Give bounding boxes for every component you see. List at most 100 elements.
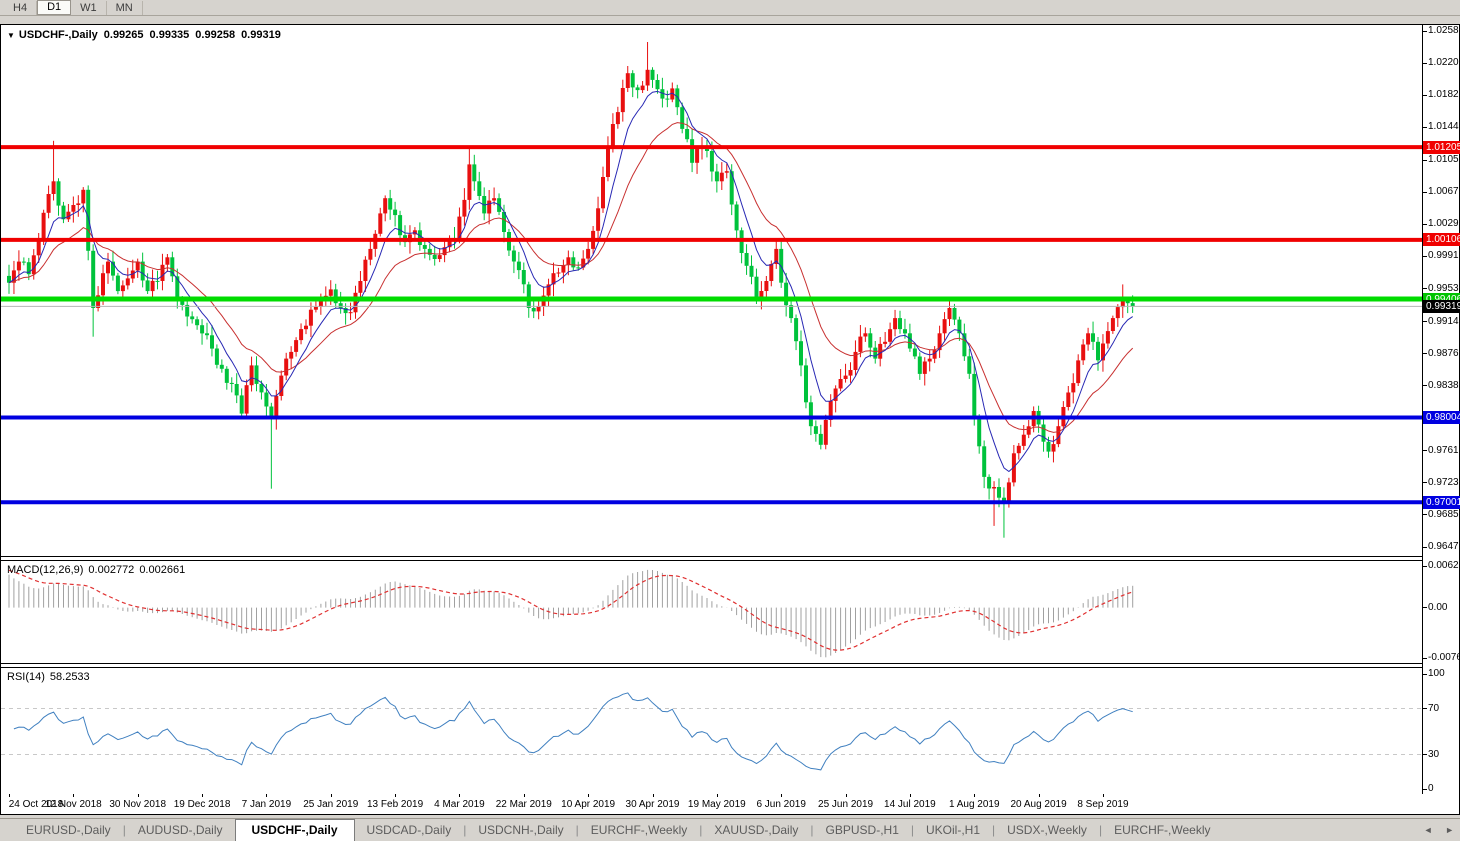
- timeframe-button-d1[interactable]: D1: [37, 0, 72, 15]
- price-level-badge: 1.00106: [1423, 233, 1460, 247]
- chart-window: ▼ USDCHF-,Daily 0.99265 0.99335 0.99258 0.993…: [0, 24, 1460, 815]
- tabs-scroll-left-button[interactable]: ◄: [1423, 825, 1433, 835]
- scale-tick-mark: [1423, 353, 1427, 355]
- scale-tick-mark: [1423, 754, 1427, 755]
- scale-tick-label: -0.00762: [1428, 652, 1460, 663]
- scale-tick-label: 1.02200: [1428, 57, 1460, 69]
- tab-usdchf-daily[interactable]: USDCHF-,Daily: [234, 819, 355, 841]
- scale-tick-mark: [1423, 788, 1427, 790]
- time-axis-label: 6 Jun 2019: [756, 799, 806, 810]
- time-axis-label: 30 Nov 2018: [109, 799, 167, 810]
- time-axis-label: 19 May 2019: [687, 799, 746, 810]
- chart-low-value: 0.99258: [195, 29, 236, 41]
- time-axis-label: 24 Oct 2018: [8, 799, 64, 810]
- scale-tick-label: 0.00: [1428, 601, 1448, 613]
- time-axis-label: 13 Feb 2019: [367, 799, 424, 810]
- scale-tick-mark: [1423, 255, 1427, 257]
- scale-tick-mark: [1423, 191, 1427, 193]
- scale-tick-label: 70: [1428, 702, 1440, 714]
- macd-name: MACD(12,26,9): [7, 564, 84, 576]
- scale-tick-mark: [1423, 223, 1427, 225]
- tab-gbpusd-h1[interactable]: GBPUSD-,H1: [825, 823, 899, 837]
- tab-xauusd-daily[interactable]: XAUUSD-,Daily: [714, 823, 799, 837]
- scale-tick-mark: [1423, 94, 1427, 96]
- chart-symbol-label: USDCHF-,Daily: [18, 29, 98, 41]
- chart-close-value: 0.99319: [241, 29, 281, 41]
- timeframe-button-h4[interactable]: H4: [4, 0, 38, 15]
- tab-separator: |: [910, 823, 914, 837]
- time-axis-tick: [716, 794, 718, 797]
- time-axis-label: 7 Jan 2019: [241, 799, 292, 810]
- tab-usdcad-daily[interactable]: USDCAD-,Daily: [366, 823, 452, 837]
- macd-panel[interactable]: MACD(12,26,9) 0.002772 0.002661: [1, 561, 1422, 663]
- panel-divider[interactable]: [1, 556, 1459, 561]
- macd-main-value: 0.002772: [88, 564, 135, 576]
- tab-audusd-daily[interactable]: AUDUSD-,Daily: [137, 823, 223, 837]
- scale-tick-label: 1.02580: [1428, 25, 1460, 36]
- price-panel[interactable]: ▼ USDCHF-,Daily 0.99265 0.99335 0.99258 0.993…: [1, 25, 1422, 556]
- chart-title: ▼ USDCHF-,Daily 0.99265 0.99335 0.99258 0.993…: [7, 29, 281, 41]
- scale-tick-label: 1.01820: [1428, 89, 1460, 101]
- chart-high-value: 0.99335: [149, 29, 190, 41]
- time-axis-tick: [1038, 794, 1040, 797]
- time-axis-label: 22 Mar 2019: [495, 799, 552, 810]
- scale-tick-mark: [1423, 673, 1427, 675]
- panel-divider[interactable]: [1, 663, 1459, 668]
- scale-tick-label: 0: [1428, 783, 1434, 794]
- scale-tick-mark: [1423, 607, 1427, 609]
- chart-dropdown-icon[interactable]: ▼: [7, 31, 15, 40]
- time-axis-label: 8 Sep 2019: [1077, 799, 1129, 810]
- time-axis-label: 25 Jun 2019: [818, 799, 874, 810]
- time-axis-tick: [9, 794, 10, 797]
- price-level-badge: 1.01205: [1423, 140, 1460, 154]
- time-axis-label: 4 Mar 2019: [434, 799, 485, 810]
- tab-eurchf-weekly[interactable]: EURCHF-,Weekly: [590, 823, 688, 837]
- scale-tick-mark: [1423, 126, 1427, 128]
- time-axis-label: 25 Jan 2019: [303, 799, 359, 810]
- tab-eurusd-daily[interactable]: EURUSD-,Daily: [26, 823, 111, 837]
- scale-tick-label: 1.01050: [1428, 154, 1460, 166]
- scale-tick-mark: [1423, 482, 1427, 484]
- scale-tick-mark: [1423, 565, 1427, 567]
- timeframe-button-w1[interactable]: W1: [71, 0, 107, 15]
- price-level-badge: 0.97001: [1423, 495, 1460, 509]
- scale-tick-mark: [1423, 657, 1427, 659]
- time-axis-label: 10 Apr 2019: [561, 799, 616, 810]
- chart-tab-bar: EURUSD-,Daily | AUDUSD-,Daily USDCHF-,Daily…: [0, 818, 1460, 841]
- scale-tick-mark: [1423, 385, 1427, 387]
- time-axis-label: 14 Jul 2019: [884, 799, 936, 810]
- tab-usdcnh-daily[interactable]: USDCNH-,Daily: [478, 823, 564, 837]
- price-level-badge: 0.98004: [1423, 410, 1460, 424]
- scale-tick-label: 1.00670: [1428, 186, 1460, 198]
- time-axis-tick: [523, 794, 525, 797]
- rsi-value: 58.2533: [49, 671, 90, 683]
- rsi-label: RSI(14) 58.2533: [7, 671, 95, 683]
- current-price-badge: 0.99319: [1423, 299, 1460, 313]
- tab-eurchf-weekly[interactable]: EURCHF-,Weekly: [1114, 823, 1211, 837]
- tab-usdx-weekly[interactable]: USDX-,Weekly: [1007, 823, 1087, 837]
- tab-scroll-arrows: ◄ ►: [1414, 825, 1454, 835]
- time-axis-label: 19 Dec 2018: [173, 799, 231, 810]
- tab-separator: |: [575, 823, 579, 837]
- rsi-panel[interactable]: RSI(14) 58.2533: [1, 668, 1422, 794]
- time-axis-tick: [588, 794, 590, 797]
- tab-separator: |: [463, 823, 467, 837]
- time-axis-tick: [1102, 794, 1104, 797]
- tab-ukoil-h1[interactable]: UKOil-,H1: [926, 823, 981, 837]
- price-scale: 1.02580 1.02200 1.01820 1.01440 1.01050 1.006…: [1422, 25, 1460, 794]
- scale-tick-mark: [1423, 30, 1427, 32]
- tab-separator: |: [810, 823, 814, 837]
- time-axis-tick: [73, 794, 75, 797]
- time-axis-tick: [974, 794, 976, 797]
- time-axis-tick: [459, 794, 461, 797]
- tabs-scroll-right-button[interactable]: ►: [1445, 825, 1454, 835]
- timeframe-button-mn[interactable]: MN: [107, 0, 143, 15]
- time-axis-tick: [845, 794, 847, 797]
